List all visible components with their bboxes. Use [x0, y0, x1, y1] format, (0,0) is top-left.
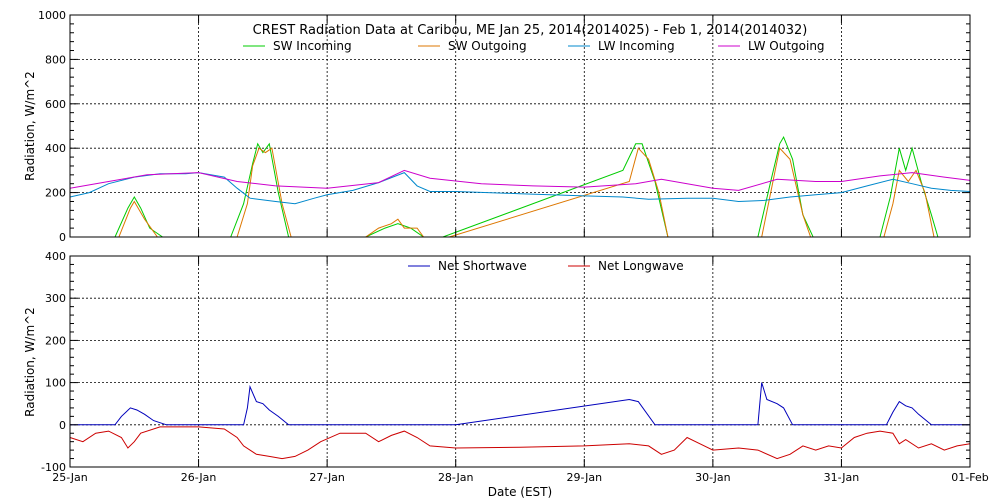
bottom-y-label: Radiation, W/m^2: [23, 307, 37, 417]
x-tick-label: 01-Feb: [951, 471, 988, 484]
top-grid: [70, 15, 970, 237]
x-axis-label: Date (EST): [488, 485, 552, 499]
legend-label: SW Incoming: [273, 39, 352, 53]
legend-label: LW Incoming: [598, 39, 675, 53]
x-tick-label: 30-Jan: [695, 471, 731, 484]
legend-label: SW Outgoing: [448, 39, 527, 53]
y-tick-label: 600: [45, 98, 66, 111]
legend-label: LW Outgoing: [748, 39, 825, 53]
x-tick-labels: 25-Jan 26-Jan 27-Jan 28-Jan 29-Jan 30-Jan 31-J…: [52, 471, 989, 484]
bottom-legend: Net Shortwave Net Longwave: [408, 259, 684, 273]
y-tick-label: 0: [59, 231, 66, 244]
bottom-series: [69, 382, 971, 460]
x-tick-label: 31-Jan: [824, 471, 860, 484]
y-tick-label: 300: [45, 292, 66, 305]
bottom-panel: -100 0 100 200 300 400 Net Shortwave Net Longw…: [23, 250, 989, 499]
legend-label: Net Longwave: [598, 259, 684, 273]
top-plot-frame: [69, 14, 971, 238]
series-line-net-shortwave: [70, 382, 970, 426]
top-panel: 0 200 400 600 800 1000 CREST Radiation Data a…: [23, 9, 971, 244]
bottom-grid: [70, 256, 970, 467]
y-tick-label: 200: [45, 187, 66, 200]
x-tick-label: 29-Jan: [567, 471, 603, 484]
y-tick-label: 400: [45, 250, 66, 263]
y-tick-label: 200: [45, 334, 66, 347]
top-y-ticks: 0 200 400 600 800 1000: [38, 9, 971, 244]
y-tick-label: 800: [45, 53, 66, 66]
top-title: CREST Radiation Data at Caribou, ME Jan …: [253, 23, 808, 38]
x-tick-label: 28-Jan: [438, 471, 474, 484]
series-line-lw-outgoing: [69, 169, 971, 191]
x-tick-label: 25-Jan: [52, 471, 88, 484]
top-legend: SW Incoming SW Outgoing LW Incoming LW Outg…: [243, 39, 825, 53]
top-series: [69, 135, 971, 238]
legend-label: Net Shortwave: [438, 259, 527, 273]
series-line-sw-incoming: [114, 135, 939, 238]
top-y-label: Radiation, W/m^2: [23, 71, 37, 181]
bottom-plot-frame: [69, 255, 971, 468]
y-tick-label: 1000: [38, 9, 66, 22]
series-line-lw-incoming: [69, 172, 971, 205]
series-line-net-longwave: [69, 426, 971, 460]
y-tick-label: 0: [59, 419, 66, 432]
x-tick-label: 27-Jan: [309, 471, 345, 484]
bottom-y-ticks: -100 0 100 200 300 400: [41, 250, 971, 474]
y-tick-label: 400: [45, 142, 66, 155]
x-tick-label: 26-Jan: [181, 471, 217, 484]
y-tick-label: -100: [41, 461, 66, 474]
y-tick-label: 100: [45, 377, 66, 390]
